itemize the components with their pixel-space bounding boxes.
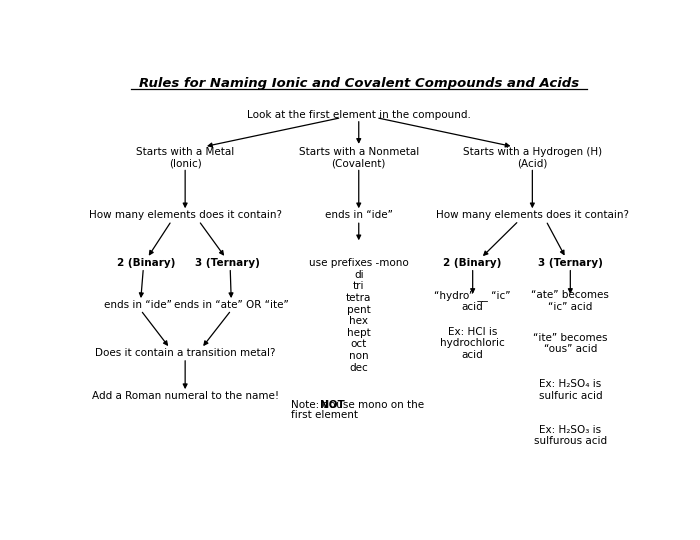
- Text: How many elements does it contain?: How many elements does it contain?: [89, 210, 281, 220]
- Text: 2 (Binary): 2 (Binary): [444, 258, 502, 268]
- Text: Does it contain a transition metal?: Does it contain a transition metal?: [95, 348, 275, 357]
- Text: Starts with a Hydrogen (H)
(Acid): Starts with a Hydrogen (H) (Acid): [463, 147, 602, 168]
- Text: NOT: NOT: [320, 400, 344, 410]
- Text: Ex: H₂SO₄ is
sulfuric acid: Ex: H₂SO₄ is sulfuric acid: [538, 379, 602, 401]
- Text: Rules for Naming Ionic and Covalent Compounds and Acids: Rules for Naming Ionic and Covalent Comp…: [139, 77, 579, 90]
- Text: ends in “ate” OR “ite”: ends in “ate” OR “ite”: [174, 300, 288, 310]
- Text: 2 (Binary): 2 (Binary): [117, 258, 175, 268]
- Text: “ate” becomes
“ic” acid: “ate” becomes “ic” acid: [531, 290, 609, 312]
- Text: Starts with a Metal
(Ionic): Starts with a Metal (Ionic): [136, 147, 235, 168]
- Text: How many elements does it contain?: How many elements does it contain?: [436, 210, 629, 220]
- Text: Starts with a Nonmetal
(Covalent): Starts with a Nonmetal (Covalent): [299, 147, 419, 168]
- Text: Note: do: Note: do: [291, 400, 339, 410]
- Text: 3 (Ternary): 3 (Ternary): [538, 258, 603, 268]
- Text: Ex: HCl is
hydrochloric
acid: Ex: HCl is hydrochloric acid: [440, 327, 505, 360]
- Text: use prefixes -mono
di
tri
tetra
pent
hex
hept
oct
non
dec: use prefixes -mono di tri tetra pent hex…: [309, 258, 409, 373]
- Text: first element: first element: [291, 410, 358, 420]
- Text: use mono on the: use mono on the: [333, 400, 424, 410]
- Text: 3 (Ternary): 3 (Ternary): [195, 258, 260, 268]
- Text: Add a Roman numeral to the name!: Add a Roman numeral to the name!: [92, 391, 279, 401]
- Text: ends in “ide”: ends in “ide”: [325, 210, 393, 220]
- Text: “hydro” __ “ic”
acid: “hydro” __ “ic” acid: [435, 290, 511, 312]
- Text: ends in “ide”: ends in “ide”: [104, 300, 172, 310]
- Text: “ite” becomes
“ous” acid: “ite” becomes “ous” acid: [533, 333, 608, 354]
- Text: Ex: H₂SO₃ is
sulfurous acid: Ex: H₂SO₃ is sulfurous acid: [534, 425, 607, 447]
- Text: Look at the first element in the compound.: Look at the first element in the compoun…: [247, 110, 470, 120]
